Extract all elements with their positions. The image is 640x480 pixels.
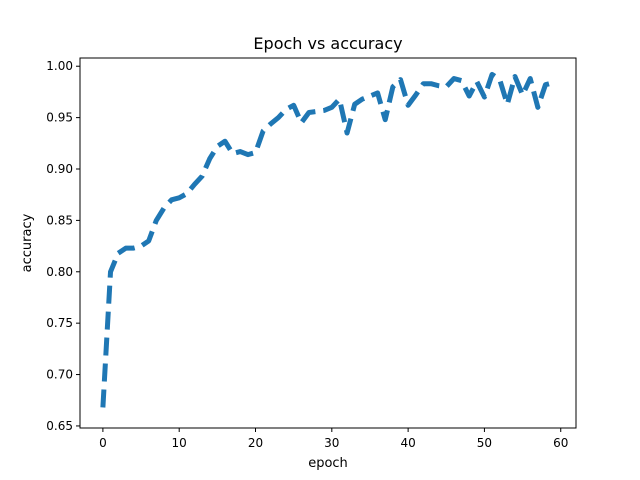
data-point (413, 93, 418, 98)
data-point (535, 105, 540, 110)
y-tick-label: 1.00 (46, 59, 73, 73)
data-point (177, 195, 182, 200)
data-point (207, 156, 212, 161)
data-point (108, 269, 113, 274)
data-point (261, 128, 266, 133)
data-point (520, 93, 525, 98)
x-tick-label: 0 (99, 436, 107, 450)
data-point (512, 74, 517, 79)
data-point (306, 110, 311, 115)
y-tick-label: 0.90 (46, 162, 73, 176)
data-point (451, 76, 456, 81)
data-point (100, 405, 105, 410)
y-tick-label: 0.75 (46, 316, 73, 330)
data-point (429, 81, 434, 86)
series-line-0 (100, 71, 554, 408)
data-point (345, 131, 350, 136)
data-point (367, 94, 372, 99)
x-axis-ticks: 0 10 20 30 40 50 60 (99, 428, 568, 450)
data-point (268, 121, 273, 126)
data-point (436, 83, 441, 88)
data-point (551, 80, 556, 85)
data-point (131, 246, 136, 251)
data-point (238, 149, 243, 154)
data-point (505, 102, 510, 107)
data-point (406, 103, 411, 108)
data-point (497, 77, 502, 82)
y-tick-label: 0.95 (46, 111, 73, 125)
data-point (154, 218, 159, 223)
data-point (139, 244, 144, 249)
data-point (169, 197, 174, 202)
y-axis-ticks: 0.65 0.70 0.75 0.80 0.85 0.90 0.95 1.00 (46, 59, 80, 433)
x-axis-label: epoch (308, 456, 348, 471)
data-point (383, 117, 388, 122)
data-point (444, 84, 449, 89)
data-point (230, 151, 235, 156)
x-tick-label: 30 (324, 436, 339, 450)
data-point (528, 76, 533, 81)
data-point (215, 144, 220, 149)
y-tick-label: 0.85 (46, 213, 73, 227)
data-point (146, 238, 151, 243)
data-point (482, 95, 487, 100)
data-point (322, 108, 327, 113)
x-tick-label: 60 (553, 436, 568, 450)
data-point (299, 120, 304, 125)
data-point (161, 206, 166, 211)
data-point (360, 97, 365, 102)
data-point (291, 103, 296, 108)
y-axis-label: accuracy (20, 213, 35, 272)
data-point (200, 174, 205, 179)
data-point (253, 150, 258, 155)
data-point (245, 152, 250, 157)
axes-frame (79, 57, 577, 429)
y-tick-label: 0.80 (46, 265, 73, 279)
plot-area (100, 71, 556, 410)
data-point (474, 79, 479, 84)
data-point (329, 105, 334, 110)
x-tick-label: 20 (248, 436, 263, 450)
x-tick-label: 40 (400, 436, 415, 450)
data-point (390, 84, 395, 89)
data-point (543, 82, 548, 87)
data-point (314, 109, 319, 114)
data-point (184, 191, 189, 196)
y-tick-label: 0.65 (46, 419, 73, 433)
data-point (284, 107, 289, 112)
chart-title: Epoch vs accuracy (253, 34, 402, 53)
data-point (337, 97, 342, 102)
data-point (276, 115, 281, 120)
data-point (123, 246, 128, 251)
data-point (375, 90, 380, 95)
data-point (421, 81, 426, 86)
data-point (467, 94, 472, 99)
data-point (192, 182, 197, 187)
data-point (490, 72, 495, 77)
data-point (398, 77, 403, 82)
data-point (222, 139, 227, 144)
y-tick-label: 0.70 (46, 368, 73, 382)
x-tick-label: 50 (477, 436, 492, 450)
data-point (352, 102, 357, 107)
data-point (459, 78, 464, 83)
x-tick-label: 10 (172, 436, 187, 450)
data-point (116, 251, 121, 256)
